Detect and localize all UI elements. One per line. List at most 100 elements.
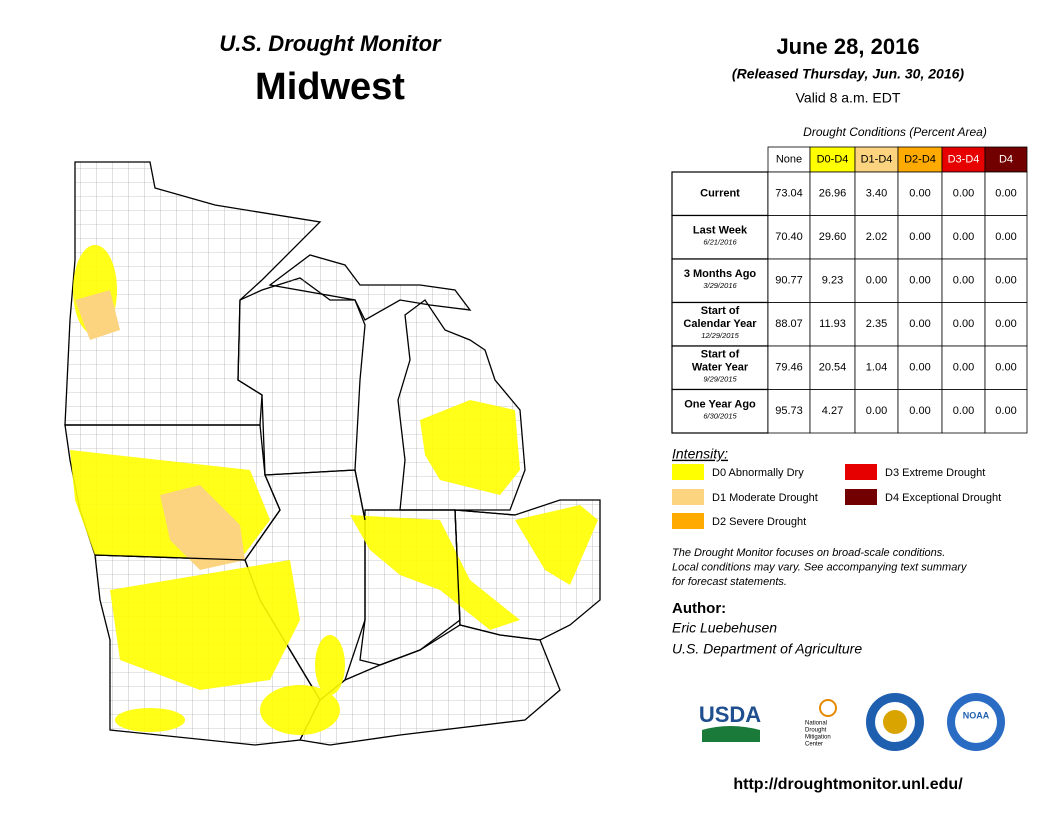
table-value: 0.00 <box>953 405 974 417</box>
d0-area <box>315 635 345 695</box>
table-value: 0.00 <box>995 405 1016 417</box>
title: U.S. Drought Monitor <box>219 31 442 56</box>
table-value: 90.77 <box>775 275 803 287</box>
d0-area <box>420 400 520 495</box>
value-cell <box>984 345 1028 390</box>
noaa-logo-inner <box>955 701 997 743</box>
row-label: Current <box>700 188 740 200</box>
table-value: 0.00 <box>909 362 930 374</box>
legend-swatch <box>845 464 877 480</box>
value-cell <box>854 215 899 260</box>
d0-areas <box>70 245 598 735</box>
table-value: 0.00 <box>909 275 930 287</box>
legend-label: D1 Moderate Drought <box>712 492 818 504</box>
value-cell <box>854 302 899 347</box>
d0-area <box>115 708 185 732</box>
row-date: 6/30/2015 <box>703 412 737 421</box>
table-value: 0.00 <box>995 362 1016 374</box>
note-line: for forecast statements. <box>672 576 787 588</box>
row-label: Start of <box>701 305 740 317</box>
value-cell <box>767 345 811 390</box>
value-cell <box>941 171 986 216</box>
row-date: 12/29/2015 <box>701 331 739 340</box>
ndmc-logo-mark <box>819 699 837 717</box>
value-cell <box>984 389 1028 434</box>
column-header: D1-D4 <box>861 153 893 165</box>
column-header: D0-D4 <box>817 153 849 165</box>
value-cell <box>941 345 986 390</box>
value-cell <box>854 258 899 303</box>
value-cell <box>897 345 943 390</box>
table-value: 0.00 <box>995 275 1016 287</box>
legend-swatch <box>672 513 704 529</box>
legend: Intensity: D0 Abnormally Dry D1 Moderate D… <box>672 446 1001 529</box>
note-line: The Drought Monitor focuses on broad-sca… <box>672 547 945 559</box>
value-cell <box>984 171 1028 216</box>
table-value: 88.07 <box>775 318 803 330</box>
table-value: 0.00 <box>995 318 1016 330</box>
d1-area <box>160 485 245 570</box>
value-cell <box>897 302 943 347</box>
michigan-upper <box>268 254 472 321</box>
column-header: None <box>776 153 802 165</box>
table-value: 73.04 <box>775 188 803 200</box>
row-date: 9/29/2015 <box>703 375 737 384</box>
table-value: 2.35 <box>866 318 887 330</box>
table-value: 0.00 <box>953 188 974 200</box>
row-label-cell <box>671 258 769 304</box>
value-cell <box>767 171 811 216</box>
table-value: 0.00 <box>909 231 930 243</box>
legend-title: Intensity: <box>672 446 728 462</box>
row-label: Calendar Year <box>683 318 757 330</box>
value-cell <box>854 389 899 434</box>
usda-logo-mark <box>702 726 760 742</box>
url: http://droughtmonitor.unl.edu/ <box>733 776 963 793</box>
row-label: 3 Months Ago <box>684 268 757 280</box>
value-cell <box>767 389 811 434</box>
d0-area <box>110 560 300 690</box>
row-label-cell <box>671 388 769 434</box>
value-cell <box>809 345 856 390</box>
row-label-cell <box>671 171 769 217</box>
row-label: Start of <box>701 349 740 361</box>
value-cell <box>809 302 856 347</box>
table-value: 2.02 <box>866 231 887 243</box>
legend-label: D3 Extreme Drought <box>885 467 985 479</box>
ndmc-text: Center <box>805 742 823 748</box>
d0-area <box>515 505 598 585</box>
row-label: One Year Ago <box>684 399 756 411</box>
value-cell <box>897 171 943 216</box>
value-cell <box>941 258 986 303</box>
row-label: Last Week <box>693 225 748 237</box>
table-value: 70.40 <box>775 231 803 243</box>
noaa-text: NOAA <box>963 710 990 720</box>
table-value: 0.00 <box>866 405 887 417</box>
map <box>64 161 601 746</box>
table-value: 0.00 <box>995 231 1016 243</box>
value-cell <box>984 258 1028 303</box>
column-header-cell <box>854 146 899 173</box>
value-cell <box>809 171 856 216</box>
column-header: D3-D4 <box>948 153 980 165</box>
table-value: 0.00 <box>995 188 1016 200</box>
note-line: Local conditions may vary. See accompany… <box>672 561 968 573</box>
value-cell <box>854 345 899 390</box>
legend-swatch <box>672 464 704 480</box>
value-cell <box>941 215 986 260</box>
table-value: 26.96 <box>819 188 847 200</box>
notes: The Drought Monitor focuses on broad-sca… <box>672 547 968 588</box>
value-cell <box>941 389 986 434</box>
table-value: 0.00 <box>909 188 930 200</box>
table-value: 4.27 <box>822 405 843 417</box>
column-header: D4 <box>999 153 1013 165</box>
legend-label: D4 Exceptional Drought <box>885 492 1001 504</box>
table-value: 20.54 <box>819 362 847 374</box>
legend-label: D0 Abnormally Dry <box>712 467 804 479</box>
row-date: 6/21/2016 <box>703 238 737 247</box>
d0-area <box>350 515 520 630</box>
state-borders <box>65 424 516 626</box>
